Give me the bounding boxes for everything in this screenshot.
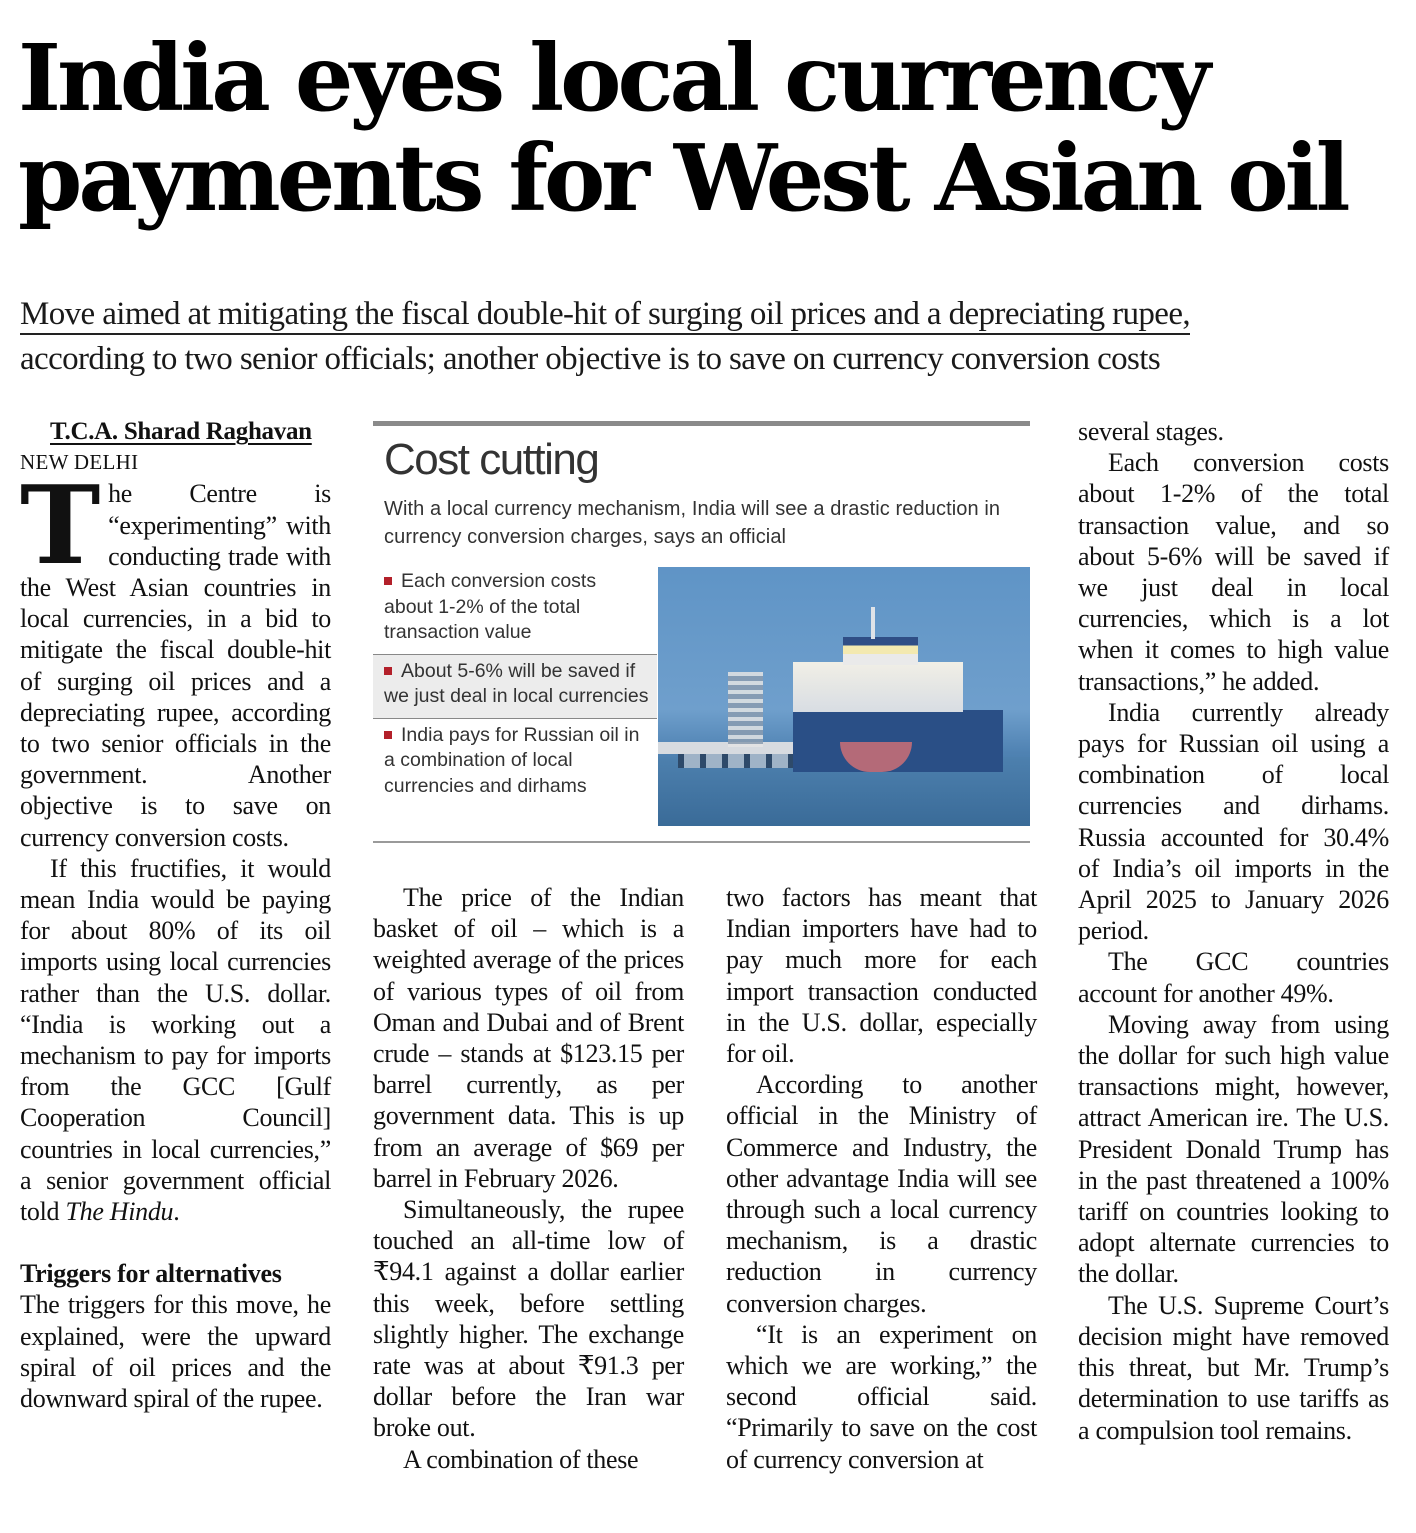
byline[interactable]: T.C.A. Sharad Raghavan	[50, 418, 312, 445]
paragraph-text: he Centre is “experimenting” with conduc…	[20, 479, 331, 852]
infobox-title: Cost cutting	[384, 435, 600, 484]
mast	[871, 607, 875, 639]
infobox-cost-cutting: Cost cutting With a local currency mecha…	[373, 421, 1030, 843]
bullet-text: India pays for Russian oil in a combinat…	[384, 723, 640, 797]
paragraph: several stages.	[1078, 417, 1224, 446]
deck-line-2: according to two senior officials; anoth…	[20, 341, 1161, 377]
paragraph-text: If this fructifies, it would mean India …	[20, 853, 331, 1227]
bullet-item: Each conversion costs about 1-2% of the …	[373, 565, 657, 655]
paragraph: The U.S. Supreme Court’s decision might …	[1078, 1290, 1389, 1445]
dateline: NEW DELHI	[20, 450, 139, 475]
publication-name: The Hindu	[65, 1197, 174, 1227]
square-bullet-icon	[384, 666, 392, 675]
bullet-text: Each conversion costs about 1-2% of the …	[384, 570, 597, 643]
loading-arms	[728, 672, 763, 747]
paragraph: A combination of these	[403, 1444, 639, 1474]
bridge	[843, 637, 918, 665]
oil-tanker-photo	[658, 567, 1030, 826]
bullet-text: About 5-6% will be saved if we just deal…	[384, 659, 649, 708]
headline: India eyes local currency payments for W…	[18, 28, 1408, 228]
paragraph: If this fructifies, it would mean India …	[20, 853, 331, 1227]
subheading: Triggers for alternatives	[20, 1259, 282, 1289]
paragraph-text: .	[173, 1197, 180, 1227]
square-bullet-icon	[384, 730, 392, 739]
headline-line-1: India eyes local currency	[18, 24, 1211, 132]
divider	[373, 421, 1030, 426]
pier	[658, 742, 808, 754]
pier-supports	[678, 754, 808, 768]
paragraph: “It is an experiment on which we are wor…	[726, 1319, 1037, 1474]
deck-line-1: Move aimed at mitigating the fiscal doub…	[20, 295, 1191, 335]
paragraph: The GCC countries account for another 49…	[1078, 947, 1389, 1008]
column-3: two factors has meant that Indian import…	[726, 882, 1037, 1475]
drop-cap: T	[20, 463, 101, 590]
square-bullet-icon	[384, 577, 392, 585]
divider	[373, 841, 1030, 843]
infobox-bullets: Each conversion costs about 1-2% of the …	[373, 565, 657, 807]
paragraph: Moving away from using the dollar for su…	[1078, 1009, 1389, 1289]
paragraph: The price of the Indian basket of oil – …	[373, 883, 684, 1193]
infobox-subtitle: With a local currency mechanism, India w…	[384, 498, 1001, 548]
paragraph: According to another official in the Min…	[726, 1070, 1037, 1318]
column-2: The price of the Indian basket of oil – …	[373, 882, 684, 1475]
headline-line-2: payments for West Asian oil	[18, 124, 1351, 232]
ship-superstructure	[793, 662, 963, 712]
bullet-item: India pays for Russian oil in a combinat…	[373, 719, 657, 808]
column-4: several stages. Each conversion costs ab…	[1078, 416, 1389, 1446]
paragraph: Simultaneously, the rupee touched an all…	[373, 1195, 684, 1443]
bullet-item: About 5-6% will be saved if we just deal…	[373, 654, 657, 719]
paragraph: The triggers for this move, he explained…	[20, 1290, 331, 1414]
paragraph: Each conversion costs about 1-2% of the …	[1078, 448, 1389, 696]
paragraph: India currently already pays for Russian…	[1078, 697, 1389, 946]
paragraph: two factors has meant that Indian import…	[726, 883, 1037, 1069]
deck: Move aimed at mitigating the fiscal doub…	[20, 292, 1410, 382]
